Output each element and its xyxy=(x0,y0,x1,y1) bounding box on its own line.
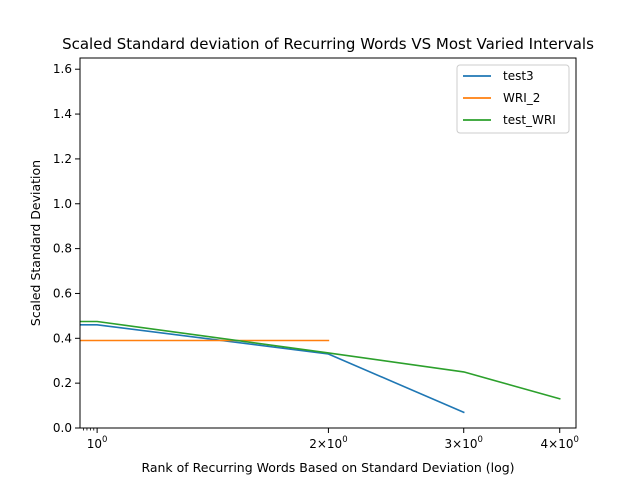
x-tick-label: 100 xyxy=(87,435,108,451)
y-tick-label: 0.8 xyxy=(53,242,72,256)
series-line-test3 xyxy=(80,323,465,414)
legend: test3 WRI_2 test_WRI xyxy=(456,64,570,134)
y-tick-label: 1.4 xyxy=(53,107,72,121)
y-tick-label: 0.2 xyxy=(53,376,72,390)
legend-box xyxy=(456,64,570,134)
y-tick-label: 0.6 xyxy=(53,286,72,300)
series-line-test-wri xyxy=(80,320,561,400)
y-tick-label: 0.4 xyxy=(53,331,72,345)
y-tick-label: 1.2 xyxy=(53,152,72,166)
x-axis-label: Rank of Recurring Words Based on Standar… xyxy=(141,460,514,475)
x-tick-label: 4×100 xyxy=(541,435,579,451)
y-axis-label: Scaled Standard Deviation xyxy=(28,160,43,326)
chart-title: Scaled Standard deviation of Recurring W… xyxy=(62,35,594,53)
x-tick-label: 2×100 xyxy=(309,435,347,451)
legend-label: test_WRI xyxy=(503,113,556,127)
y-tick-label: 0.0 xyxy=(53,421,72,435)
x-tick-label: 3×100 xyxy=(445,435,483,451)
legend-label: test3 xyxy=(503,69,534,83)
y-tick-label: 1.6 xyxy=(53,62,72,76)
legend-label: WRI_2 xyxy=(503,91,540,105)
y-tick-label: 1.0 xyxy=(53,197,72,211)
